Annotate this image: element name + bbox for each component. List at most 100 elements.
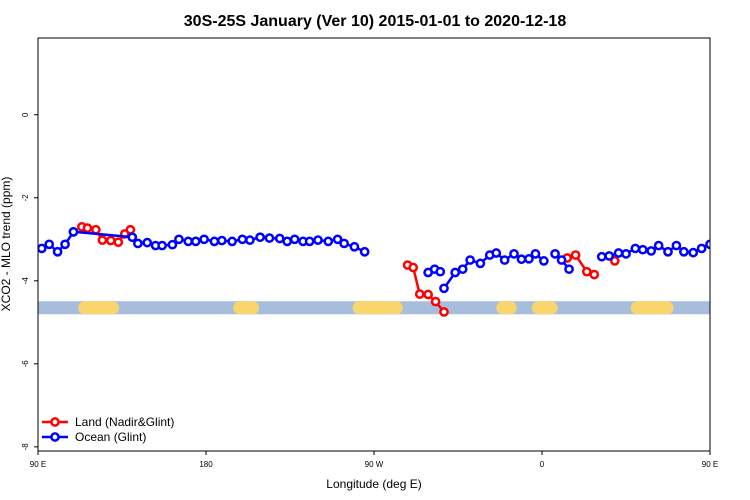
land-data-point (113, 237, 124, 248)
ocean-data-point (725, 242, 732, 249)
ocean-data-point (323, 236, 334, 247)
ocean-data-point (630, 243, 641, 254)
ocean-data-point (604, 251, 615, 261)
ocean-data-point (732, 227, 739, 234)
ocean-data-point (457, 264, 468, 275)
ocean-data-point (174, 234, 184, 245)
ocean-data-point (509, 248, 519, 259)
land-data-point (589, 269, 600, 280)
ocean-data-point (653, 240, 664, 251)
ocean-data-point (157, 240, 167, 251)
ocean-data-point (227, 236, 237, 247)
ocean-data-point (646, 246, 657, 256)
ocean-data-point (167, 239, 178, 250)
ocean-data-point (68, 226, 79, 237)
land-data-point (414, 289, 425, 299)
land-data-point (105, 235, 116, 246)
ocean-data-point (564, 264, 574, 275)
land-data-point (732, 223, 739, 230)
ocean-data-point (530, 248, 541, 259)
x-tick-label: 180 (199, 460, 213, 469)
ocean-data-point (439, 283, 449, 294)
ocean-data-point (255, 232, 265, 243)
ocean-data-point (465, 255, 475, 265)
ocean-data-point (475, 258, 486, 269)
ocean-data-point (237, 234, 248, 245)
ocean-data-point (127, 232, 138, 243)
land-series-line (735, 227, 750, 243)
y-tick-label: -6 (21, 360, 30, 368)
land-data-point (423, 289, 433, 300)
land-data-point (737, 225, 744, 232)
y-tick-label: -2 (21, 194, 30, 202)
ocean-data-point (304, 236, 315, 247)
land-data-point (439, 307, 449, 317)
ocean-data-point (688, 247, 699, 258)
ocean-data-point (359, 246, 370, 257)
land-data-point (609, 256, 620, 266)
ocean-data-point (524, 253, 534, 264)
x-tick-label: 90 E (30, 460, 46, 469)
ocean-data-point (264, 233, 275, 243)
ocean-data-point (282, 236, 293, 247)
x-tick-label: 90 W (365, 460, 384, 469)
ocean-data-point (550, 248, 560, 259)
ocean-data-point (133, 238, 143, 249)
ocean-data-point (60, 239, 70, 250)
ocean-data-point (696, 243, 707, 254)
y-tick-label: -4 (21, 277, 30, 285)
x-axis-label: Longitude (deg E) (326, 477, 421, 491)
ocean-data-point (637, 244, 648, 255)
ocean-data-point (716, 246, 723, 253)
y-tick-label: 0 (21, 112, 30, 117)
x-tick-label: 90 E (702, 460, 718, 469)
land-data-point (125, 224, 136, 235)
ocean-data-point (596, 251, 607, 262)
ocean-data-point (663, 246, 673, 257)
ocean-data-point (183, 236, 194, 247)
ocean-data-point (349, 241, 360, 252)
land-legend-label: Land (Nadir&Glint) (75, 415, 174, 429)
axes: 90 E 180 90 W 0 90 E 0 -2 -4 -6 -8 (21, 112, 718, 469)
ocean-data-point (516, 254, 527, 265)
land-data-point (82, 223, 93, 233)
ocean-data-point (556, 255, 567, 265)
ocean-data-point (313, 235, 323, 245)
ocean-data-point (289, 234, 300, 245)
ocean-data-point (142, 237, 153, 248)
ocean-data-point (44, 239, 55, 250)
ocean-legend-label: Ocean (Glint) (75, 430, 146, 444)
ocean-data-point (671, 240, 682, 251)
ocean-data-point (332, 234, 343, 245)
ocean-legend-marker (50, 432, 60, 442)
land-data-point (746, 226, 750, 233)
ocean-data-point (679, 246, 689, 257)
ocean-data-point (621, 248, 631, 259)
ocean-data-point (217, 235, 227, 246)
legend: Land (Nadir&Glint)Ocean (Glint) (42, 415, 174, 444)
ocean-data-point (539, 256, 549, 266)
ocean-data-point (339, 238, 349, 249)
x-tick-label: 0 (540, 460, 545, 469)
ocean-data-point (199, 234, 209, 245)
ocean-data-point (209, 236, 220, 247)
ocean-data-point (435, 266, 446, 277)
land-data-point (97, 235, 108, 245)
land-legend-marker (50, 417, 60, 427)
chart-title: 30S-25S January (Ver 10) 2015-01-01 to 2… (184, 13, 567, 30)
ocean-data-point (190, 236, 201, 247)
y-tick-label: -8 (21, 443, 30, 451)
land-data-point (430, 296, 441, 307)
ocean-data-point (245, 235, 255, 245)
y-axis-label: XCO2 - MLO trend (ppm) (0, 177, 13, 312)
land-data-point (570, 250, 581, 260)
ocean-data-point (499, 255, 510, 265)
land-data-point (408, 262, 419, 273)
ocean-data-point (38, 243, 47, 254)
series-layer (38, 222, 750, 317)
ocean-data-point (705, 239, 710, 250)
ocean-data-point (491, 248, 502, 258)
ocean-data-point (52, 246, 63, 257)
ocean-data-point (450, 267, 461, 278)
ocean-data-point (613, 248, 624, 258)
